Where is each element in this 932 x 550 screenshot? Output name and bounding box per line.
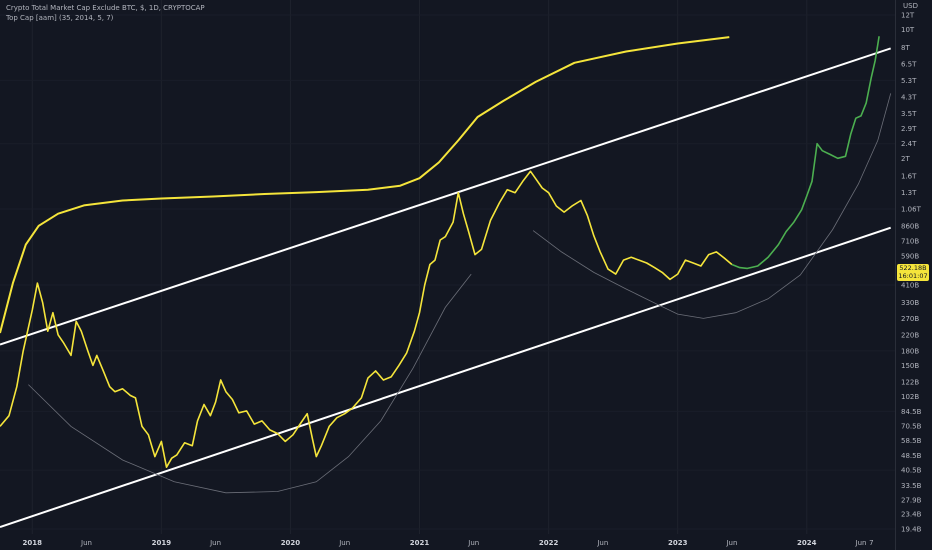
y-tick-label: 590B [901, 252, 919, 260]
x-tick-label: Jun [80, 539, 92, 547]
x-tick-label: 7 [869, 539, 873, 547]
channel-lines [0, 47, 892, 528]
y-tick-label: 3.5T [901, 110, 917, 118]
top-cap-line[interactable] [0, 36, 730, 334]
channel-upper-line[interactable] [0, 47, 892, 346]
y-tick-label: 150B [901, 362, 919, 370]
y-tick-label: 4.3T [901, 94, 917, 102]
channel-lower-line[interactable] [0, 226, 892, 528]
y-tick-label: 12T [901, 12, 915, 20]
x-tick-label: Jun [725, 539, 737, 547]
last-price-tag: 522.18B 16:01:07 [897, 264, 929, 281]
x-tick-label: Jun [596, 539, 608, 547]
y-tick-label: 58.5B [901, 437, 922, 445]
arc-1-curve[interactable] [28, 273, 472, 494]
y-tick-label: 270B [901, 315, 919, 323]
x-tick-label: 2024 [797, 539, 817, 547]
y-tick-label: 2.4T [901, 140, 917, 148]
bar-countdown: 16:01:07 [898, 272, 928, 280]
y-tick-label: 10T [901, 26, 915, 34]
y-tick-label: 19.4B [901, 526, 922, 534]
series-lines [0, 36, 880, 468]
y-tick-label: 2T [901, 155, 910, 163]
y-tick-label: 1.6T [901, 173, 917, 181]
price-axis[interactable]: USD 12T 10T 8T 6.5T 5.3T 4.3T 3.5T 2.9T 2.4T 2T 1.6… [901, 2, 922, 534]
y-tick-label: 70.5B [901, 422, 922, 430]
x-tick-label: Jun [467, 539, 479, 547]
x-tick-label: 2019 [152, 539, 172, 547]
y-tick-label: 220B [901, 331, 919, 339]
x-tick-label: 2022 [539, 539, 559, 547]
x-tick-label: 2020 [281, 539, 301, 547]
y-tick-label: 8T [901, 44, 910, 52]
y-tick-label: 2.9T [901, 125, 917, 133]
x-tick-label: 2018 [23, 539, 43, 547]
y-tick-label: 410B [901, 282, 919, 290]
arc-2-curve[interactable] [532, 93, 892, 319]
y-tick-label: 23.4B [901, 511, 922, 519]
symbol-title[interactable]: Crypto Total Market Cap Exclude BTC, $, … [6, 4, 205, 12]
y-tick-label: 48.5B [901, 452, 922, 460]
y-tick-label: 122B [901, 378, 919, 386]
x-tick-label: Jun [209, 539, 221, 547]
y-tick-label: 330B [901, 299, 919, 307]
y-tick-label: 180B [901, 347, 919, 355]
x-tick-label: 2023 [668, 539, 688, 547]
recent-line[interactable] [731, 36, 880, 270]
last-price-value: 522.18B [899, 264, 927, 272]
time-axis[interactable]: 2018 Jun 2019 Jun 2020 Jun 2021 Jun 2022 Jun 2023 J… [23, 539, 874, 547]
y-tick-label: 5.3T [901, 77, 917, 85]
x-tick-label: Jun [855, 539, 867, 547]
y-tick-label: 6.5T [901, 61, 917, 69]
x-tick-label: 2021 [410, 539, 430, 547]
x-tick-label: Jun [338, 539, 350, 547]
y-tick-label: 102B [901, 393, 919, 401]
grid [31, 0, 896, 550]
y-tick-label: 40.5B [901, 467, 922, 475]
arc-curves [28, 93, 892, 494]
y-tick-label: 84.5B [901, 408, 922, 416]
indicator-title[interactable]: Top Cap [aam] (35, 2014, 5, 7) [6, 14, 114, 22]
y-tick-label: 1.3T [901, 189, 917, 197]
y-tick-label: 33.5B [901, 482, 922, 490]
y-axis-unit: USD [903, 2, 918, 10]
y-tick-label: 710B [901, 238, 919, 246]
y-tick-label: 860B [901, 222, 919, 230]
y-tick-label: 27.9B [901, 496, 922, 504]
chart-legend: Crypto Total Market Cap Exclude BTC, $, … [6, 3, 205, 23]
y-tick-label: 1.06T [901, 206, 922, 214]
crypto-total-market-cap-exclude-btc-line[interactable] [0, 170, 733, 468]
